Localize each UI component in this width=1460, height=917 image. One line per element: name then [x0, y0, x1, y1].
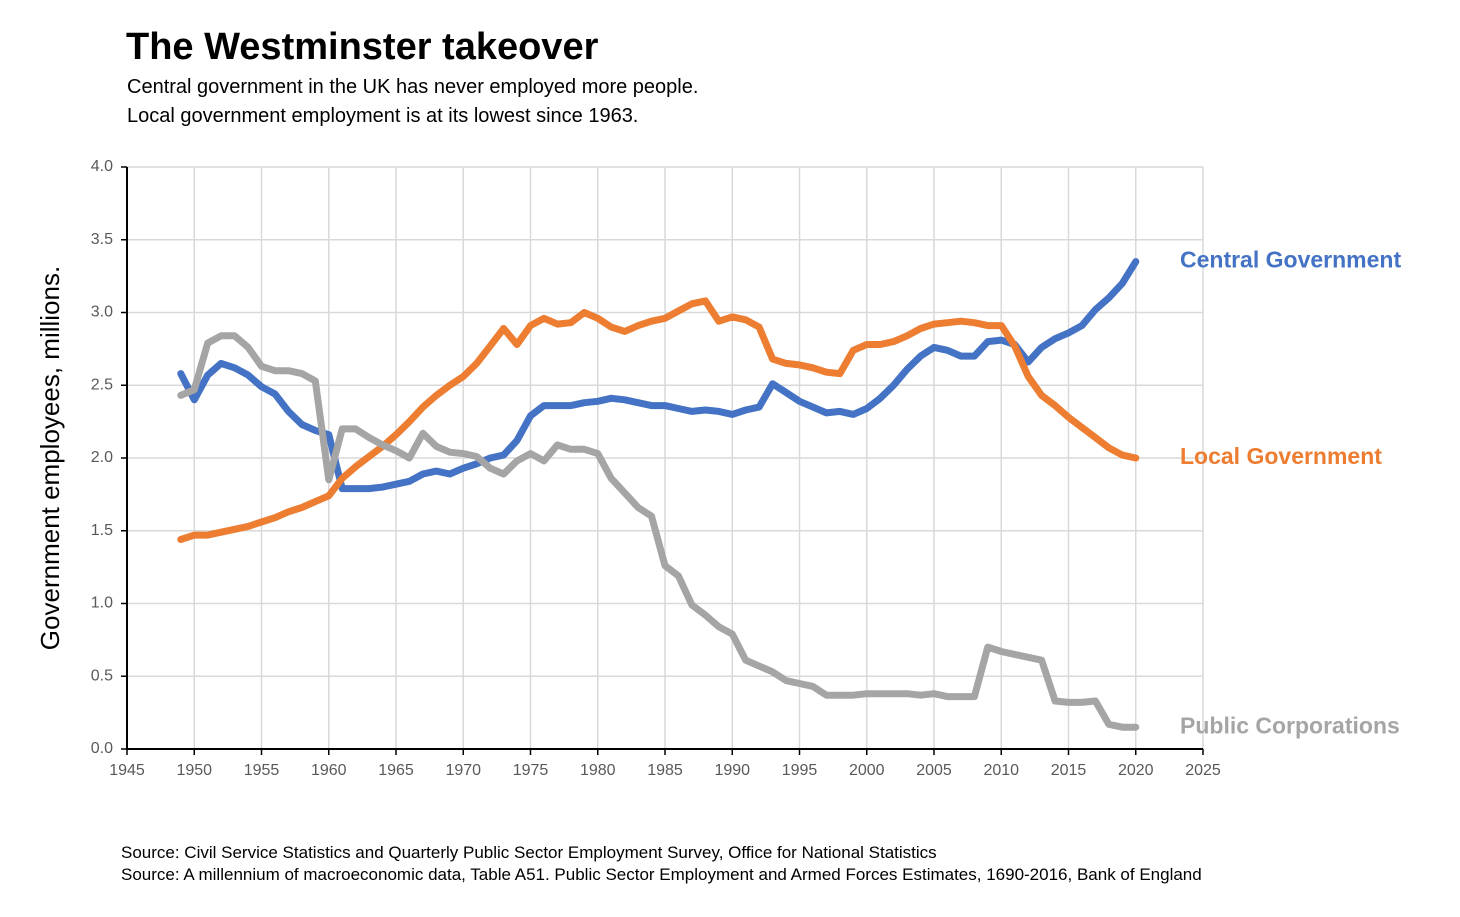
x-tick-label: 1955 — [244, 762, 280, 779]
x-tick-label: 2005 — [916, 762, 952, 779]
x-tick-label: 1965 — [378, 762, 414, 779]
x-tick-label: 1995 — [782, 762, 818, 779]
series-label-local-government: Local Government — [1180, 443, 1382, 469]
x-tick-label: 2020 — [1118, 762, 1154, 779]
source-note-2: Source: A millennium of macroeconomic da… — [121, 865, 1202, 884]
series-line-public-corporations — [177, 332, 1140, 731]
x-tick-label: 1960 — [311, 762, 347, 779]
series-label-central-government: Central Government — [1180, 247, 1401, 273]
chart-subtitle-line-2: Local government employment is at its lo… — [127, 105, 639, 127]
x-tick-label: 1985 — [647, 762, 683, 779]
y-tick-label: 0.5 — [91, 667, 113, 684]
x-tick-label: 2000 — [849, 762, 885, 779]
series-lines — [177, 258, 1140, 731]
y-tick-label: 1.5 — [91, 522, 113, 539]
chart-subtitle-line-1: Central government in the UK has never e… — [127, 76, 699, 98]
x-tick-label: 1990 — [714, 762, 750, 779]
chart-axes — [121, 166, 1204, 755]
y-tick-label: 3.5 — [91, 231, 113, 248]
series-label-public-corporations: Public Corporations — [1180, 712, 1400, 738]
x-tick-label: 1945 — [109, 762, 145, 779]
chart-title: The Westminster takeover — [126, 26, 599, 68]
y-tick-label: 4.0 — [91, 158, 113, 175]
y-axis-label: Government employees, millions. — [35, 266, 65, 650]
x-tick-label: 1980 — [580, 762, 616, 779]
y-tick-label: 0.0 — [91, 740, 113, 757]
series-labels: Central Government Local Government Public… — [1180, 247, 1401, 739]
y-tick-label: 2.0 — [91, 449, 113, 466]
x-tick-label: 2010 — [983, 762, 1019, 779]
x-tick-label: 1975 — [513, 762, 549, 779]
x-tick-label: 1950 — [176, 762, 212, 779]
y-tick-label: 2.5 — [91, 376, 113, 393]
y-tick-label: 3.0 — [91, 304, 113, 321]
source-note-1: Source: Civil Service Statistics and Qua… — [121, 843, 937, 862]
tick-labels: 0.0 0.5 1.0 1.5 2.0 2.5 3.0 3.5 4.0 1945 1950 1955 1… — [91, 158, 1221, 779]
y-tick-label: 1.0 — [91, 595, 113, 612]
x-tick-label: 1970 — [445, 762, 481, 779]
x-tick-label: 2025 — [1185, 762, 1221, 779]
grid-lines — [127, 166, 1204, 750]
series-line-local-government — [177, 297, 1140, 543]
x-tick-label: 2015 — [1051, 762, 1087, 779]
